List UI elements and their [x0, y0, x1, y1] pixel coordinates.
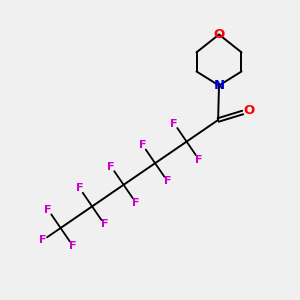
Text: F: F: [164, 176, 171, 186]
Text: N: N: [213, 79, 225, 92]
Text: F: F: [195, 155, 203, 165]
Text: F: F: [132, 198, 140, 208]
Text: F: F: [69, 241, 77, 251]
Text: O: O: [213, 28, 225, 41]
Text: F: F: [44, 205, 52, 215]
Text: O: O: [244, 104, 255, 118]
Text: F: F: [101, 220, 108, 230]
Text: F: F: [76, 183, 83, 193]
Text: F: F: [170, 118, 178, 128]
Text: F: F: [39, 236, 46, 245]
Text: F: F: [139, 140, 146, 150]
Text: F: F: [107, 162, 115, 172]
